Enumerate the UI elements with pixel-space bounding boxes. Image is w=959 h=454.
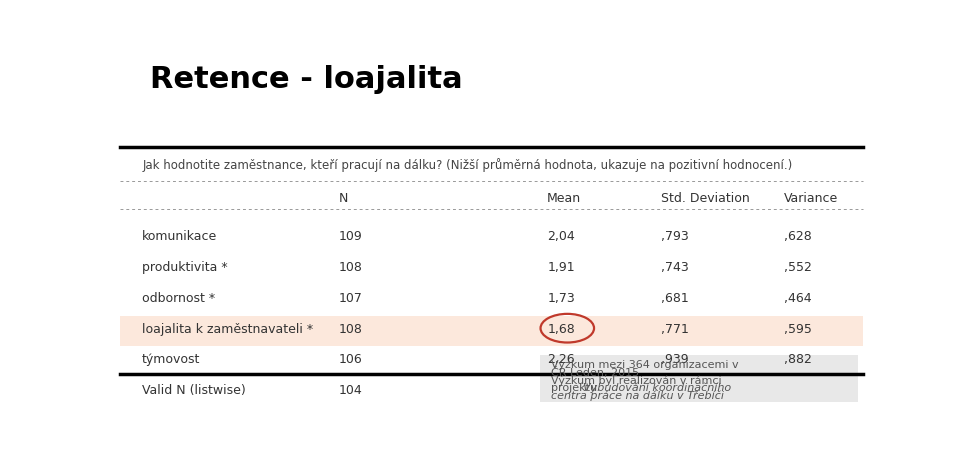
Text: ,552: ,552 bbox=[784, 261, 811, 274]
Text: ČR Leden, 2015: ČR Leden, 2015 bbox=[550, 367, 639, 378]
Text: týmovost: týmovost bbox=[142, 354, 200, 366]
Text: ,681: ,681 bbox=[661, 292, 689, 305]
Text: Std. Deviation: Std. Deviation bbox=[661, 192, 750, 205]
Text: ,628: ,628 bbox=[784, 231, 811, 243]
Text: 104: 104 bbox=[339, 384, 363, 397]
Text: ,595: ,595 bbox=[784, 323, 811, 336]
Text: 1,91: 1,91 bbox=[548, 261, 574, 274]
Text: Výzkum mezi 364 organizacemi v: Výzkum mezi 364 organizacemi v bbox=[550, 359, 738, 370]
Text: Vybudování koordinačního: Vybudování koordinačního bbox=[583, 383, 731, 393]
Text: ,882: ,882 bbox=[784, 354, 811, 366]
Text: 2,04: 2,04 bbox=[548, 231, 575, 243]
Text: Valid N (listwise): Valid N (listwise) bbox=[142, 384, 246, 397]
Text: 107: 107 bbox=[339, 292, 363, 305]
Text: 109: 109 bbox=[339, 231, 363, 243]
Text: ,464: ,464 bbox=[784, 292, 811, 305]
Text: projektu: projektu bbox=[550, 383, 600, 393]
Text: ,793: ,793 bbox=[661, 231, 689, 243]
Text: Jak hodnotite zaměstnance, kteří pracují na dálku? (Nižší průměrná hodnota, ukaz: Jak hodnotite zaměstnance, kteří pracují… bbox=[142, 158, 792, 172]
Text: N: N bbox=[339, 192, 348, 205]
Text: produktivita *: produktivita * bbox=[142, 261, 228, 274]
FancyBboxPatch shape bbox=[540, 355, 858, 402]
Text: ,771: ,771 bbox=[661, 323, 689, 336]
Text: 2,26: 2,26 bbox=[548, 354, 574, 366]
Text: 108: 108 bbox=[339, 323, 363, 336]
Text: Retence - loajalita: Retence - loajalita bbox=[150, 65, 462, 94]
Text: komunikace: komunikace bbox=[142, 231, 218, 243]
FancyBboxPatch shape bbox=[120, 316, 863, 346]
Text: odbornost *: odbornost * bbox=[142, 292, 216, 305]
Text: Výzkum byl realizován v rámci: Výzkum byl realizován v rámci bbox=[550, 375, 721, 386]
Text: Mean: Mean bbox=[548, 192, 581, 205]
Text: loajalita k zaměstnavateli *: loajalita k zaměstnavateli * bbox=[142, 323, 314, 336]
Text: 108: 108 bbox=[339, 261, 363, 274]
Text: Variance: Variance bbox=[784, 192, 838, 205]
Text: 106: 106 bbox=[339, 354, 363, 366]
Text: 1,73: 1,73 bbox=[548, 292, 575, 305]
Text: ,743: ,743 bbox=[661, 261, 689, 274]
Text: 1,68: 1,68 bbox=[548, 323, 575, 336]
Text: centra práce na dálku v Třebíči: centra práce na dálku v Třebíči bbox=[550, 391, 724, 401]
Text: ,939: ,939 bbox=[661, 354, 689, 366]
